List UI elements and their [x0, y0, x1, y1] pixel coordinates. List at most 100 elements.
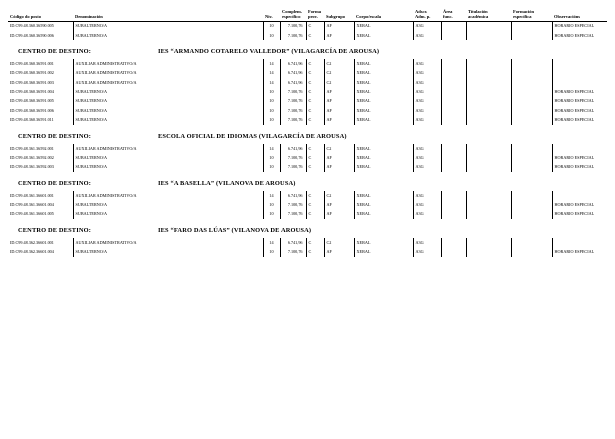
- cell-subgrupo: AF: [323, 115, 354, 126]
- table-row: ID.C99.48.360.36591.002 AUXILIAR ADMINIST…: [8, 68, 607, 79]
- cell-nivel: 10: [262, 200, 280, 210]
- cell-adscr: A3G: [412, 200, 441, 210]
- column-header-area-bottom: func.: [443, 14, 453, 20]
- cell-corpo: XERAL: [353, 87, 413, 97]
- cell-complemento: 7.100,76: [279, 200, 306, 210]
- table-row: ID.C99.48.360.36591.001 AUXILIAR ADMINIST…: [8, 59, 607, 69]
- centro-destino-row: CENTRO DE DESTINO: IES “FARO DAS LÚAS” (V…: [8, 223, 607, 238]
- column-header-observacions: Observacións: [552, 9, 607, 22]
- cell-denominacion: SUBALTERNO/A: [72, 87, 263, 97]
- cell-adscr: A3G: [412, 68, 441, 79]
- cell-observacions: HORARIO ESPECIAL: [551, 87, 607, 97]
- cell-corpo: XERAL: [353, 191, 413, 201]
- cell-denominacion: SUBALTERNO/A: [72, 115, 263, 126]
- cell-complemento: 6.741,96: [279, 191, 306, 201]
- column-header-observacions-bottom: Observacións: [554, 14, 581, 20]
- cell-denominacion: AUXILIAR ADMINISTRATIVO/A: [72, 238, 263, 248]
- cell-corpo: XERAL: [353, 68, 413, 79]
- cell-denominacion: SUBALTERNO/A: [72, 200, 263, 210]
- cell-subgrupo: AF: [323, 96, 354, 107]
- cell-titulacion: [465, 238, 511, 248]
- table-row: ID.C99.48.361.36592.001 AUXILIAR ADMINIST…: [8, 143, 607, 154]
- cell-complemento: 7.100,76: [279, 247, 306, 257]
- table-row: ID.C99.48.361.36592.003 SUBALTERNO/A 10 7.1…: [8, 162, 607, 173]
- cell-codigo: ID.C99.48.362.36601.004: [10, 249, 54, 255]
- cell-complemento: 6.741,96: [279, 78, 306, 88]
- cell-titulacion: [465, 247, 511, 257]
- cell-adscr: A3G: [412, 162, 441, 173]
- centro-destino-name: IES “A BASELLA” (VILANOVA DE AROUSA): [158, 180, 296, 188]
- cell-adscr: A3G: [412, 106, 441, 116]
- cell-denominacion: SUBALTERNO/A: [72, 247, 263, 257]
- cell-nivel: 14: [262, 238, 280, 248]
- cell-observacions: HORARIO ESPECIAL: [551, 247, 607, 257]
- cell-subgrupo: AF: [323, 200, 354, 210]
- cell-subgrupo: C2: [323, 191, 354, 201]
- table-row: ID.C99.48.361.36601.005 SUBALTERNO/A 10 7.1…: [8, 209, 607, 220]
- cell-nivel: 10: [262, 153, 280, 163]
- cell-formacion: [510, 209, 552, 220]
- cell-denominacion: SUBALTERNO/A: [72, 30, 263, 41]
- cell-corpo: XERAL: [353, 115, 413, 126]
- cell-formacion: [510, 162, 552, 173]
- table-row: ID.C99.48.360.36591.011 SUBALTERNO/A 10 7.1…: [8, 115, 607, 126]
- column-header-subgrupo-bottom: Subgrupo: [326, 14, 346, 20]
- cell-formacion: [510, 247, 552, 257]
- cell-observacions: [551, 59, 607, 69]
- cell-formacion: [510, 143, 552, 154]
- cell-area: [440, 238, 466, 248]
- cell-formacion: [510, 96, 552, 107]
- cell-complemento: 6.741,96: [279, 59, 306, 69]
- cell-area: [440, 200, 466, 210]
- postos-listing-table: Código do posto Denominación Niv. Comple…: [8, 9, 607, 257]
- cell-subgrupo: AF: [323, 162, 354, 173]
- cell-adscr: A3G: [412, 209, 441, 220]
- column-header-forma-bottom: prov.: [308, 14, 318, 20]
- column-header-adscr-bottom: Adm. p.: [415, 14, 431, 20]
- cell-forma: C: [305, 191, 324, 201]
- cell-titulacion: [465, 162, 511, 173]
- cell-formacion: [510, 59, 552, 69]
- cell-titulacion: [465, 191, 511, 201]
- cell-complemento: 7.100,76: [279, 96, 306, 107]
- cell-area: [440, 191, 466, 201]
- centro-destino-label: CENTRO DE DESTINO:: [18, 48, 92, 56]
- column-header-corpo: Corpo/escala: [354, 9, 413, 22]
- cell-corpo: XERAL: [353, 96, 413, 107]
- table-header: Código do posto Denominación Niv. Comple…: [8, 9, 607, 22]
- cell-corpo: XERAL: [353, 153, 413, 163]
- column-header-complemento-top: Complem.: [282, 9, 302, 14]
- cell-codigo: ID.C99.48.360.36590.005: [10, 23, 54, 29]
- cell-nivel: 14: [262, 143, 280, 154]
- table-row: ID.C99.48.361.36601.001 AUXILIAR ADMINIST…: [8, 191, 607, 201]
- cell-nivel: 14: [262, 78, 280, 88]
- column-header-formacion-bottom: específica: [513, 14, 532, 20]
- cell-adscr: A3G: [412, 143, 441, 154]
- cell-titulacion: [465, 143, 511, 154]
- table-row: ID.C99.48.360.36591.006 SUBALTERNO/A 10 7.1…: [8, 106, 607, 116]
- cell-observacions: HORARIO ESPECIAL: [551, 115, 607, 126]
- cell-area: [440, 143, 466, 154]
- cell-observacions: [551, 78, 607, 88]
- centro-destino-label: CENTRO DE DESTINO:: [18, 227, 92, 235]
- cell-corpo: XERAL: [353, 209, 413, 220]
- cell-forma: C: [305, 200, 324, 210]
- cell-subgrupo: AF: [323, 209, 354, 220]
- cell-area: [440, 247, 466, 257]
- cell-codigo: ID.C99.48.360.36590.006: [10, 32, 54, 38]
- cell-area: [440, 30, 466, 41]
- column-header-nivel-bottom: Niv.: [265, 14, 273, 20]
- cell-titulacion: [465, 21, 511, 31]
- cell-formacion: [510, 68, 552, 79]
- cell-titulacion: [465, 200, 511, 210]
- cell-observacions: [551, 143, 607, 154]
- cell-forma: C: [305, 59, 324, 69]
- centro-destino-cell: CENTRO DE DESTINO: IES “A BASELLA” (VILAN…: [8, 176, 607, 191]
- centro-destino-row: CENTRO DE DESTINO: IES “ARMANDO COTARELO …: [8, 44, 607, 59]
- cell-forma: C: [305, 153, 324, 163]
- cell-adscr: A3G: [412, 78, 441, 88]
- cell-area: [440, 87, 466, 97]
- cell-complemento: 7.100,76: [279, 115, 306, 126]
- cell-formacion: [510, 200, 552, 210]
